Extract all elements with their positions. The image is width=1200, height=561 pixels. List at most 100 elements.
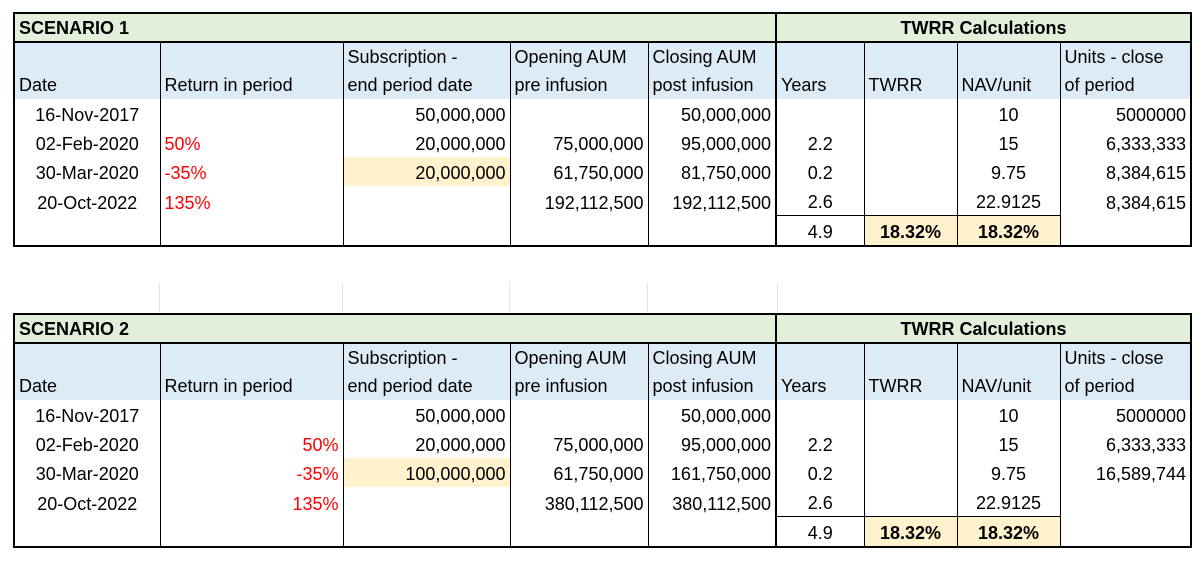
- cell-years: 0.2: [775, 157, 865, 186]
- cell-return: [160, 400, 344, 429]
- header-twrr: TWRR: [864, 41, 958, 99]
- header-units-line1: Units - close: [1060, 41, 1193, 71]
- cell-years: [775, 400, 865, 429]
- cell-subscription: [343, 186, 511, 216]
- total-twrr: 18.32%: [864, 516, 958, 548]
- cell-closing-aum: 50,000,000: [680, 406, 772, 426]
- cell-units: [1060, 487, 1193, 517]
- cell-years: [775, 99, 865, 128]
- cell-date: 20-Oct-2022: [13, 186, 161, 216]
- cell-subscription: [343, 487, 511, 517]
- cell-subscription: 100,000,000: [343, 458, 511, 487]
- cell-years: 2.2: [775, 128, 865, 157]
- cell-opening-aum: 75,000,000: [510, 429, 649, 458]
- header-subscription-line2: end period date: [343, 71, 511, 99]
- cell-units: 6,333,333: [1060, 429, 1193, 458]
- cell-years: 2.2: [775, 429, 865, 458]
- cell-opening-aum: 380,112,500: [510, 487, 649, 517]
- header-date: Date: [13, 342, 161, 400]
- scenario-table: SCENARIO 1 TWRR Calculations Date Return…: [12, 12, 1193, 247]
- header-closing-line1: Closing AUM: [648, 41, 777, 71]
- header-nav-unit: NAV/unit: [957, 342, 1061, 400]
- cell-subscription: 20,000,000: [343, 429, 511, 458]
- table-row: 30-Mar-2020 -35% 20,000,000 61,750,000 81,75…: [13, 157, 1193, 186]
- cell-twrr: [864, 186, 958, 216]
- cell-twrr: [864, 487, 958, 517]
- cell-date: 20-Oct-2022: [13, 487, 161, 517]
- twrr-calculations-title: TWRR Calculations: [775, 313, 1193, 343]
- cell-units: 8,384,615: [1060, 157, 1193, 186]
- cell-return: 50%: [160, 128, 344, 157]
- spacer-gridlines: [13, 283, 778, 312]
- header-closing-line2: post infusion: [648, 372, 777, 400]
- header-return-in-period: Return in period: [160, 41, 344, 99]
- table-row: 20-Oct-2022 135% 192,112,500 192,112,500 2.6…: [13, 186, 1193, 216]
- total-years: 4.9: [775, 516, 865, 548]
- cell-subscription: 20,000,000: [343, 128, 511, 157]
- cell-twrr: [864, 128, 958, 157]
- header-closing-line1: Closing AUM: [648, 342, 777, 372]
- table-row: 02-Feb-2020 50% 20,000,000 75,000,000 95,000…: [13, 128, 1193, 157]
- cell-nav-unit: 9.75: [957, 157, 1061, 186]
- cell-units: 5000000: [1060, 99, 1193, 128]
- header-opening-line2: pre infusion: [510, 372, 649, 400]
- cell-nav-unit: 9.75: [957, 458, 1061, 487]
- cell-return: 50%: [160, 429, 344, 458]
- scenario-1: SCENARIO 1 TWRR Calculations Date Return…: [12, 12, 1193, 247]
- table-row: 20-Oct-2022 135% 380,112,500 380,112,500 2.6…: [13, 487, 1193, 517]
- cell-date: 30-Mar-2020: [13, 157, 161, 186]
- cell-opening-aum: 75,000,000: [510, 128, 649, 157]
- cell-subscription: 50,000,000: [343, 400, 511, 429]
- header-closing-line2: post infusion: [648, 71, 777, 99]
- header-opening-line1: Opening AUM: [510, 342, 649, 372]
- cell-units: 8,384,615: [1060, 186, 1193, 216]
- scenario-table: SCENARIO 2 TWRR Calculations Date Return…: [12, 313, 1193, 548]
- table-row: 02-Feb-2020 50% 20,000,000 75,000,000 95,000…: [13, 429, 1193, 458]
- cell-closing-aum: 380,112,500: [672, 493, 772, 514]
- cell-opening-aum: [510, 400, 649, 429]
- cell-date: 02-Feb-2020: [13, 128, 161, 157]
- cell-subscription: 20,000,000: [343, 157, 511, 186]
- cell-units: 6,333,333: [1060, 128, 1193, 157]
- cell-units: 16,589,744: [1060, 458, 1193, 487]
- table-row: 16-Nov-2017 50,000,000 50,000,000 10 5000000: [13, 400, 1193, 429]
- cell-return: 135%: [160, 487, 344, 517]
- cell-opening-aum: 61,750,000: [510, 458, 649, 487]
- cell-closing-aum: 81,750,000: [680, 163, 772, 183]
- cell-closing-aum: 161,750,000: [670, 464, 772, 484]
- header-date: Date: [13, 41, 161, 99]
- cell-nav-unit: 10: [957, 400, 1061, 429]
- table-row: 16-Nov-2017 50,000,000 50,000,000 10 5000000: [13, 99, 1193, 128]
- cell-twrr: [864, 99, 958, 128]
- cell-units: 5000000: [1060, 400, 1193, 429]
- cell-return: -35%: [160, 157, 344, 186]
- cell-closing-aum: 50,000,000: [680, 105, 772, 125]
- cell-nav-unit: 22.9125: [957, 487, 1061, 517]
- cell-return: [160, 99, 344, 128]
- cell-nav-unit: 15: [957, 128, 1061, 157]
- cell-opening-aum: 192,112,500: [510, 186, 649, 216]
- cell-nav-unit: 22.9125: [957, 186, 1061, 216]
- header-return-in-period: Return in period: [160, 342, 344, 400]
- cell-opening-aum: [510, 99, 649, 128]
- header-twrr: TWRR: [864, 342, 958, 400]
- header-opening-line2: pre infusion: [510, 71, 649, 99]
- cell-twrr: [864, 157, 958, 186]
- cell-twrr: [864, 429, 958, 458]
- table-row: 30-Mar-2020 -35% 100,000,000 61,750,000 161,…: [13, 458, 1193, 487]
- cell-return: -35%: [160, 458, 344, 487]
- cell-years: 2.6: [775, 186, 865, 216]
- header-units-line1: Units - close: [1060, 342, 1193, 372]
- cell-subscription: 50,000,000: [343, 99, 511, 128]
- cell-closing-aum: 95,000,000: [680, 134, 772, 154]
- header-units-line2: of period: [1060, 372, 1193, 400]
- cell-closing-aum: 95,000,000: [680, 435, 772, 455]
- total-twrr: 18.32%: [864, 215, 958, 247]
- cell-years: 2.6: [775, 487, 865, 517]
- cell-date: 16-Nov-2017: [13, 99, 161, 128]
- cell-opening-aum: 61,750,000: [510, 157, 649, 186]
- cell-nav-unit: 15: [957, 429, 1061, 458]
- header-opening-line1: Opening AUM: [510, 41, 649, 71]
- twrr-calculations-title: TWRR Calculations: [775, 12, 1193, 42]
- header-subscription-line2: end period date: [343, 372, 511, 400]
